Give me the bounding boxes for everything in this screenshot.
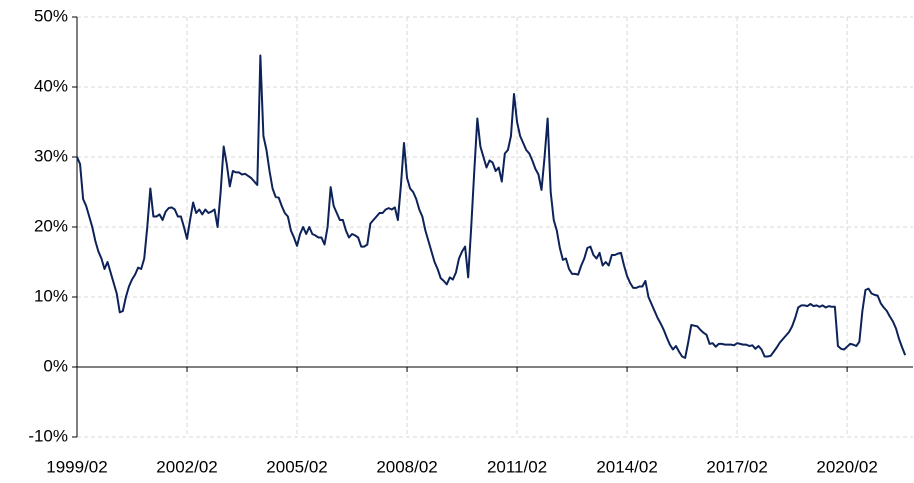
data-line [76, 54, 907, 359]
x-tick-label: 2014/02 [596, 457, 657, 476]
x-tick-label: 2002/02 [156, 457, 217, 476]
x-tick-label: 1999/02 [46, 457, 107, 476]
x-tick-label: 2005/02 [266, 457, 327, 476]
x-tick-label: 2011/02 [487, 457, 547, 476]
x-tick-label: 2020/02 [816, 457, 877, 476]
y-tick-label: 0% [43, 356, 68, 375]
y-tick-label: 40% [34, 76, 68, 95]
x-tick-label: 2017/02 [706, 457, 767, 476]
y-tick-label: 50% [34, 6, 68, 25]
y-tick-label: 10% [34, 286, 68, 305]
x-tick-label: 2008/02 [376, 457, 437, 476]
y-tick-label: 30% [34, 146, 68, 165]
y-tick-label: 20% [34, 216, 68, 235]
y-tick-label: -10% [28, 426, 68, 445]
